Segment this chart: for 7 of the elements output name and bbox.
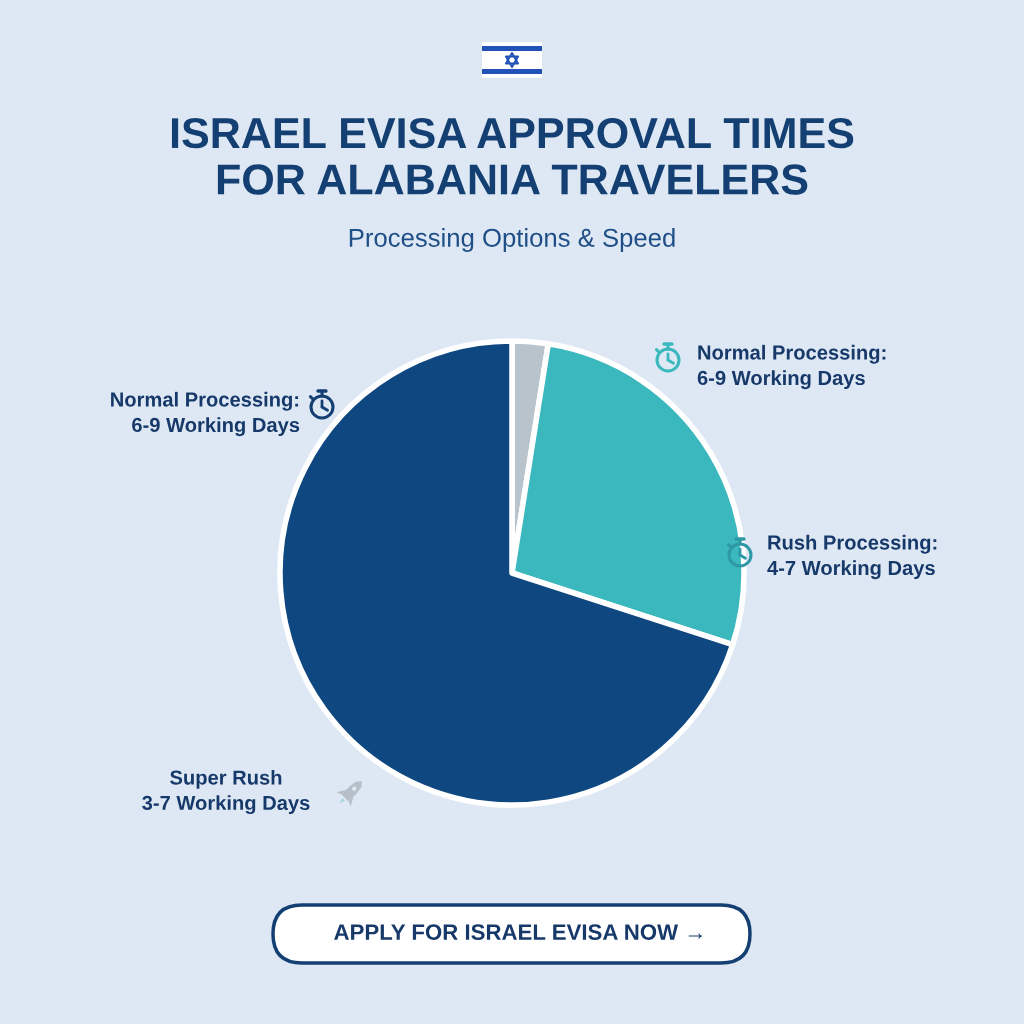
- text: Normal Processing: 6-9 Working Days: [697, 344, 886, 390]
- text: Normal Processing: 6-9 Working Days: [111, 391, 300, 437]
- text: Rush Processing: 4-7 Working Days: [767, 534, 937, 580]
- text: Super Rush 3-7 Working Days: [142, 769, 310, 815]
- text: APPLY FOR ISRAEL EVISA NOW →: [334, 924, 702, 940]
- chart-title: ISRAEL EVISA APPROVAL TIMES FOR ALABANIA TRAVELERS: [171, 117, 854, 195]
- chart-subtitle: Processing Options & Speed: [349, 228, 675, 252]
